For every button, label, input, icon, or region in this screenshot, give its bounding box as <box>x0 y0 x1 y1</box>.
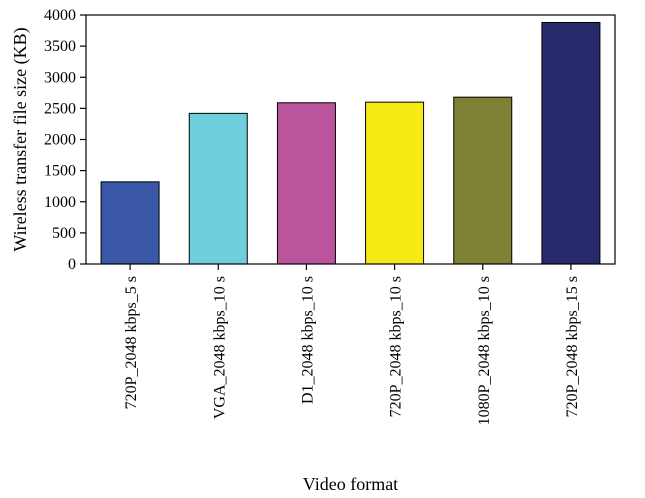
plot-frame <box>85 14 616 265</box>
y-tick-label: 2000 <box>44 132 76 149</box>
y-tick-label: 3500 <box>44 38 76 55</box>
x-tick-label: 720P_2048 kbps_5 s <box>123 276 140 409</box>
bar-1 <box>100 181 160 265</box>
y-tick-label: 3000 <box>44 69 76 86</box>
y-axis: 0 500 1000 1500 2000 2500 3000 3500 4000 <box>44 7 86 273</box>
bar-4 <box>365 101 425 265</box>
y-tick-label: 0 <box>68 256 76 273</box>
bar-2 <box>188 112 248 265</box>
x-tick-label: 720P_2048 kbps_15 s <box>564 276 581 417</box>
x-tick-label: 1080P_2048 kbps_10 s <box>476 276 493 425</box>
y-tick-label: 500 <box>52 225 76 242</box>
x-tick-label: 720P_2048 kbps_10 s <box>388 276 405 417</box>
x-tick-label: D1_2048 kbps_10 s <box>299 276 316 404</box>
y-tick-label: 1500 <box>44 163 76 180</box>
x-axis: 720P_2048 kbps_5 s VGA_2048 kbps_10 s D1_2… <box>123 264 581 425</box>
bar-6 <box>541 21 601 265</box>
y-axis-title: Wireless transfer file size (KB) <box>10 27 31 251</box>
bar-5 <box>453 96 513 265</box>
y-tick-label: 1000 <box>44 194 76 211</box>
bars-group <box>100 21 601 265</box>
bar-3 <box>276 102 336 265</box>
x-axis-title: Video format <box>303 474 398 494</box>
x-tick-label: VGA_2048 kbps_10 s <box>211 276 228 419</box>
y-tick-label: 4000 <box>44 7 76 24</box>
y-tick-label: 2500 <box>44 100 76 117</box>
